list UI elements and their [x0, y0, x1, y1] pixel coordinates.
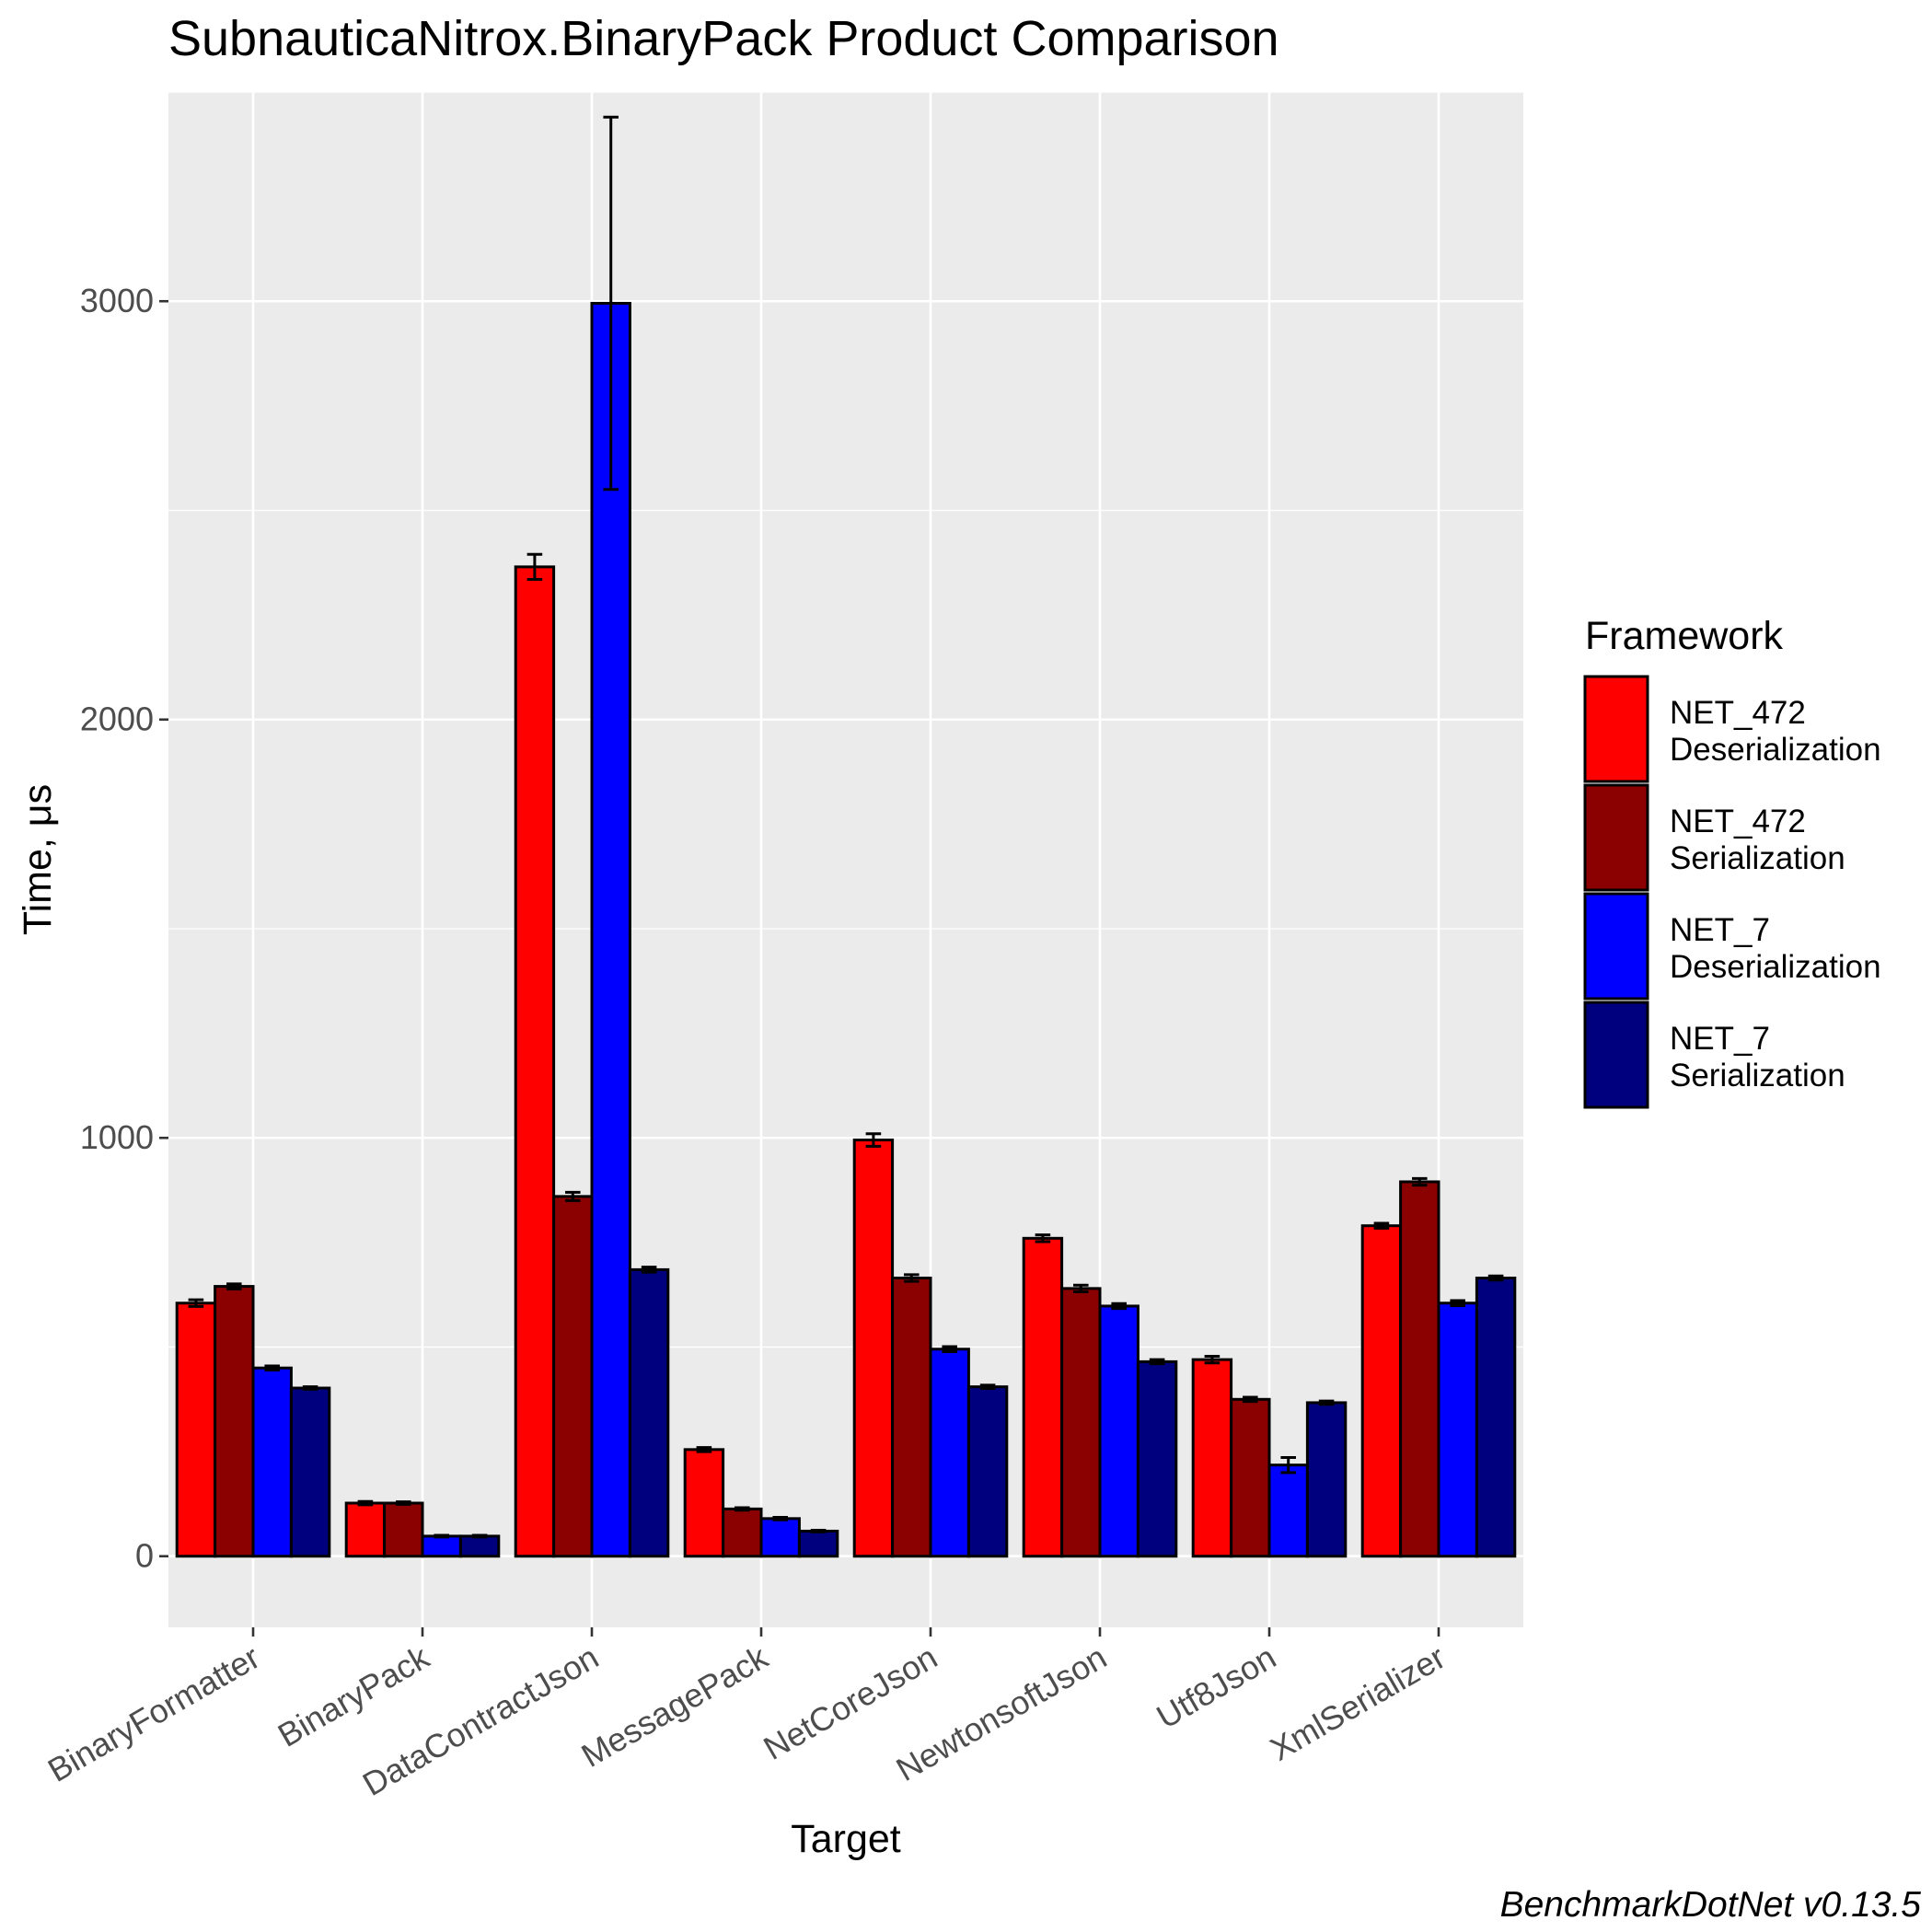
bar [251, 1366, 293, 1558]
error-bar [188, 1298, 204, 1308]
legend-label: NET_7 Serialization [1670, 1021, 1845, 1093]
bar [797, 1529, 839, 1558]
error-bar [226, 1282, 242, 1290]
error-bar [1318, 1399, 1335, 1406]
chart-caption: BenchmarkDotNet v0.13.5 [1500, 1885, 1922, 1925]
error-bar [1450, 1299, 1465, 1307]
legend-item: NET_472 Serialization [1583, 783, 1845, 892]
bar [1399, 1180, 1440, 1558]
error-bar [357, 1499, 374, 1507]
bar [289, 1386, 331, 1558]
y-axis-ticks: 0 1000 2000 3000 [80, 282, 168, 1575]
error-bar [302, 1385, 318, 1391]
y-tick-label: 3000 [80, 282, 154, 319]
error-bar [1111, 1301, 1127, 1311]
y-tick-label: 2000 [80, 700, 154, 738]
error-bar [1487, 1274, 1504, 1282]
error-bar [1243, 1395, 1258, 1404]
error-bar [471, 1533, 488, 1539]
bar [1360, 1224, 1403, 1558]
legend-key [1583, 675, 1649, 783]
bar [1437, 1301, 1478, 1558]
bar [891, 1276, 932, 1558]
bar [383, 1501, 424, 1558]
bar [1191, 1358, 1233, 1558]
bar [1267, 1463, 1309, 1558]
y-tick-label: 0 [135, 1537, 154, 1575]
x-axis-ticks: BinaryFormatter BinaryPackDataContractJso… [41, 1627, 1452, 1803]
error-bars [188, 115, 1504, 1539]
bar [1022, 1236, 1064, 1558]
bar [929, 1348, 970, 1558]
error-bar [865, 1132, 882, 1148]
legend-item: NET_7 Deserialization [1583, 892, 1881, 1001]
error-bar [1073, 1283, 1089, 1293]
legend-key [1583, 1001, 1649, 1109]
x-tick-label: BinaryFormatter [41, 1637, 266, 1789]
bar [1305, 1401, 1348, 1558]
legend-title: Framework [1585, 614, 1784, 658]
error-bar [696, 1446, 712, 1453]
bars [175, 302, 1517, 1558]
error-bar [526, 552, 543, 581]
legend-item: NET_7 Serialization [1583, 1001, 1845, 1109]
legend-label: NET_472 Serialization [1670, 804, 1845, 876]
bar [421, 1534, 462, 1558]
bar [514, 565, 556, 1558]
error-bar [942, 1345, 957, 1353]
bar [214, 1285, 255, 1558]
bar [175, 1301, 217, 1558]
bar [552, 1195, 594, 1558]
error-bar [772, 1515, 788, 1521]
legend: Framework NET_472 Deserialization NET_472 S… [1583, 614, 1881, 1109]
error-bar [565, 1190, 581, 1202]
plot-panel [168, 92, 1523, 1627]
chart-title: SubnauticaNitrox.BinaryPack Product Comp… [168, 11, 1279, 66]
bar [628, 1267, 670, 1558]
error-bar [979, 1383, 996, 1390]
x-axis-title: Target [791, 1817, 901, 1861]
x-tick-label: BinaryPack [272, 1637, 436, 1754]
error-bar [735, 1506, 750, 1512]
bar [458, 1534, 501, 1558]
error-bar [1280, 1455, 1296, 1475]
bar [966, 1385, 1009, 1558]
bar [759, 1517, 801, 1558]
y-tick-label: 1000 [80, 1118, 154, 1156]
x-tick-label: Utf8Json [1150, 1637, 1282, 1736]
x-tick-label: MessagePack [575, 1637, 775, 1775]
bar [1098, 1304, 1140, 1558]
error-bar [1373, 1221, 1390, 1230]
bar [683, 1448, 725, 1558]
legend-label: NET_472 Deserialization [1670, 695, 1881, 768]
bar [590, 302, 631, 1558]
error-bar [904, 1273, 920, 1283]
error-bar [396, 1500, 411, 1506]
legend-item: NET_472 Deserialization [1583, 675, 1881, 783]
error-bar [641, 1266, 657, 1274]
error-bar [1412, 1176, 1428, 1187]
legend-key [1583, 783, 1649, 892]
bar [1136, 1359, 1178, 1558]
error-bar [264, 1364, 280, 1371]
error-bar [1035, 1233, 1051, 1244]
error-bar [1204, 1354, 1221, 1365]
legend-key [1583, 892, 1649, 1001]
error-bar [1149, 1358, 1165, 1366]
error-bar [434, 1533, 449, 1539]
bar [852, 1139, 895, 1558]
error-bar [603, 115, 619, 492]
bar [1230, 1397, 1271, 1558]
bar [344, 1501, 387, 1558]
legend-label: NET_7 Deserialization [1670, 912, 1881, 985]
bar [1475, 1276, 1517, 1558]
error-bar [810, 1529, 827, 1533]
x-tick-label: XmlSerializer [1264, 1637, 1452, 1768]
bar [1060, 1287, 1102, 1558]
y-axis-title: Time, μs [16, 784, 60, 935]
bar [722, 1507, 763, 1558]
